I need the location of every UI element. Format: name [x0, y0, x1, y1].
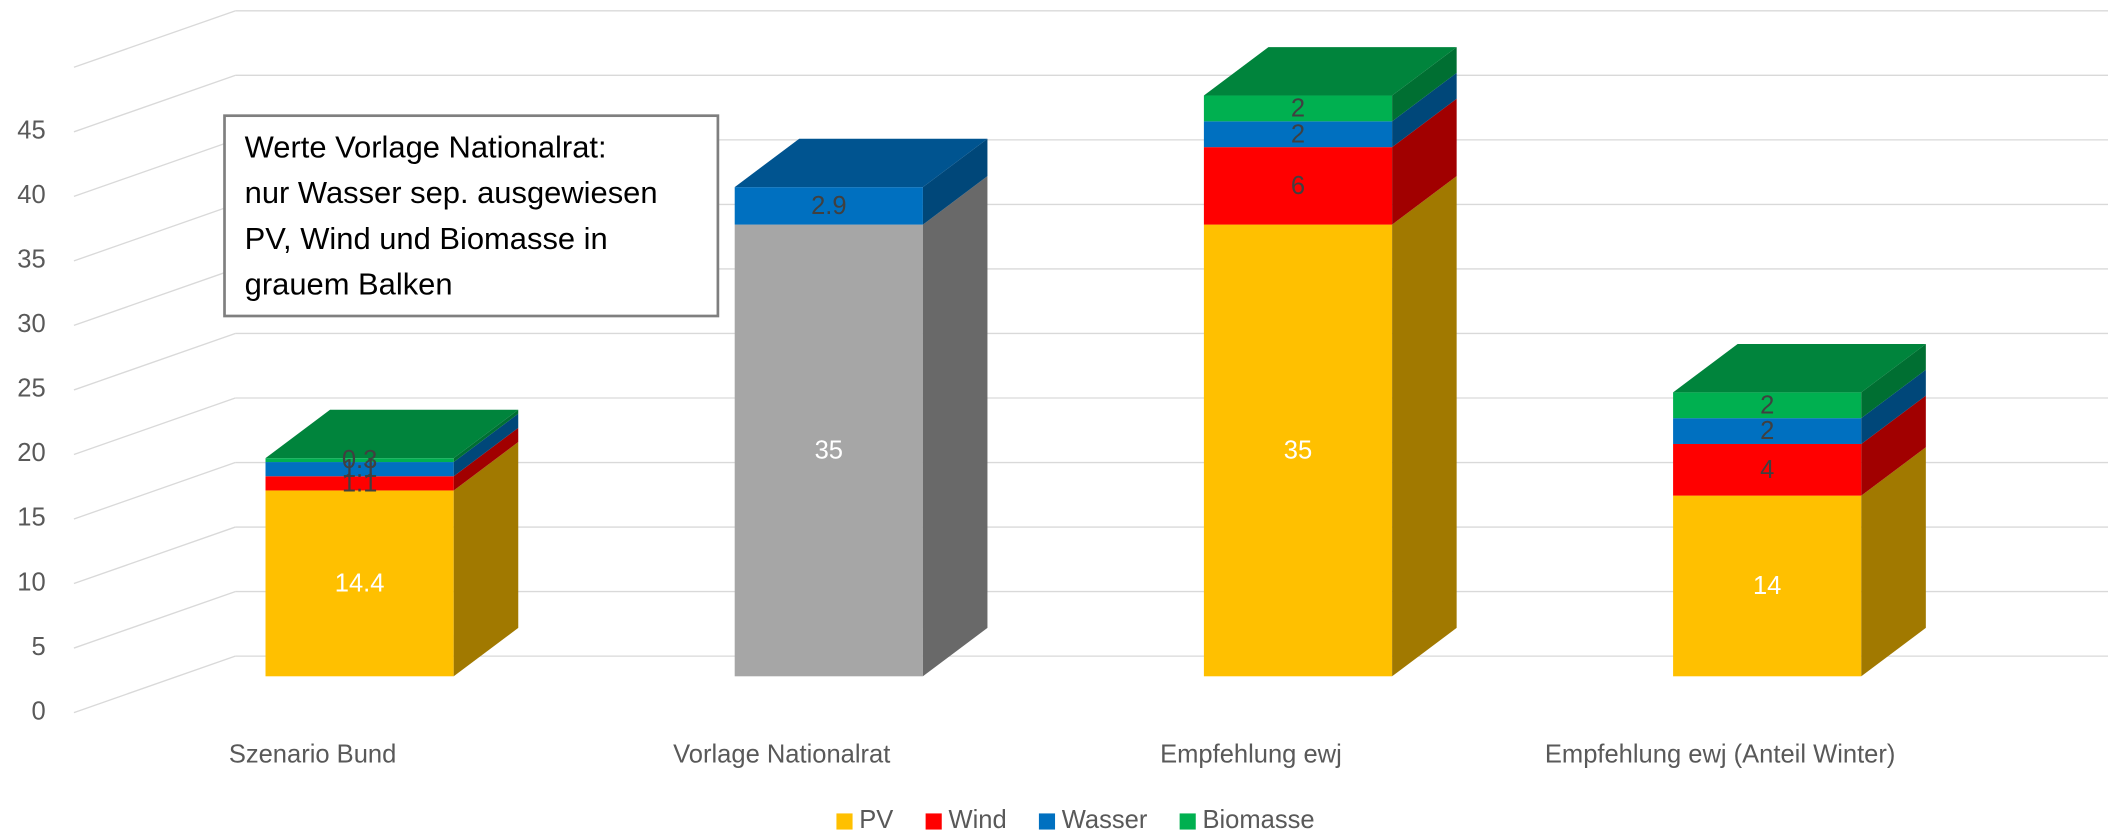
bar-side	[453, 413, 519, 477]
grid-line	[73, 397, 236, 456]
bar-top	[265, 409, 519, 459]
bar-side	[453, 427, 519, 491]
bar-side	[1861, 369, 1926, 444]
y-tick-label: 20	[17, 439, 45, 467]
bar-side	[453, 409, 519, 463]
bar	[265, 490, 454, 677]
y-tick-label: 35	[17, 246, 45, 274]
legend-swatch	[1038, 813, 1056, 830]
grid-line	[73, 139, 236, 197]
bar	[1203, 147, 1393, 225]
annotation-text: grauem Balken	[245, 267, 453, 302]
grid-line	[73, 461, 236, 520]
annotation: Werte Vorlage Nationalrat: nur Wasser sep…	[223, 114, 720, 318]
x-tick-label: Szenario Bund	[229, 740, 397, 768]
grid-line	[73, 526, 236, 585]
legend-swatch	[925, 813, 942, 830]
legend-label: Wind	[948, 806, 1006, 834]
bar-top	[1673, 343, 1926, 393]
data-label: 6	[1291, 172, 1305, 200]
legend-swatch	[836, 813, 853, 830]
bar	[1673, 443, 1862, 496]
data-label: 2.9	[811, 192, 847, 220]
y-tick-label: 15	[17, 504, 45, 532]
bar-side	[1861, 395, 1926, 496]
grid-line	[73, 590, 236, 649]
y-tick-label: 5	[32, 633, 46, 661]
bar-side	[1392, 47, 1457, 122]
data-label: 0.3	[342, 446, 378, 474]
bar	[1203, 121, 1393, 148]
bar	[1203, 95, 1393, 122]
bar	[265, 476, 454, 491]
data-label: 35	[1284, 437, 1312, 465]
data-label: 14	[1753, 572, 1781, 600]
y-tick-label: 45	[17, 117, 45, 145]
grid-line	[73, 655, 236, 714]
bar-top	[1203, 47, 1457, 96]
annotation-box	[223, 114, 720, 318]
grid-line	[73, 332, 236, 391]
data-label: 2	[1760, 391, 1774, 419]
data-label: 2	[1291, 120, 1305, 148]
bar-side	[1392, 176, 1457, 677]
bar-side	[453, 442, 519, 677]
y-tick-label: 40	[17, 181, 45, 209]
data-label: 4	[1760, 456, 1774, 484]
legend: PV Wind Wasser Biomasse	[836, 806, 1315, 834]
grid-line	[73, 74, 236, 133]
y-tick-label: 10	[17, 568, 45, 596]
bar-top	[734, 138, 988, 188]
data-label: 2	[1291, 95, 1305, 123]
legend-swatch	[1179, 813, 1196, 830]
bar	[265, 458, 454, 463]
grid-line	[73, 268, 236, 327]
legend-label: Biomasse	[1202, 806, 1314, 834]
x-tick-label: Empfehlung ewj (Anteil Winter)	[1545, 740, 1895, 768]
bar-side	[1392, 98, 1457, 225]
grid-line	[73, 203, 236, 262]
bar	[734, 187, 923, 225]
wall-edge	[73, 10, 236, 68]
x-tick-label: Vorlage Nationalrat	[673, 740, 890, 768]
x-tick-label: Empfehlung ewj	[1160, 740, 1342, 768]
bar	[1673, 495, 1862, 677]
annotation-text: Werte Vorlage Nationalrat:	[245, 129, 607, 164]
bar	[1203, 224, 1393, 677]
bar-side	[1392, 72, 1457, 148]
bar	[1673, 418, 1862, 444]
y-tick-label: 30	[17, 310, 45, 338]
bar-side	[1861, 447, 1926, 677]
legend-label: PV	[859, 806, 893, 834]
data-label: 35	[815, 437, 843, 465]
data-label: 14.4	[335, 569, 385, 597]
y-tick-label: 25	[17, 375, 45, 403]
bar	[265, 462, 454, 477]
data-label: 1.1	[342, 455, 378, 483]
bar-side	[922, 176, 988, 677]
annotation-text: nur Wasser sep. ausgewiesen	[245, 175, 658, 210]
annotation-text: PV, Wind und Biomasse in	[245, 221, 608, 256]
bar-side	[922, 138, 988, 225]
data-label: 1.1	[342, 469, 378, 497]
bar-side	[1861, 343, 1926, 419]
bar	[734, 224, 923, 677]
y-tick-label: 0	[32, 697, 46, 725]
data-label: 2	[1760, 417, 1774, 445]
bar	[1673, 392, 1862, 419]
legend-label: Wasser	[1062, 806, 1148, 834]
